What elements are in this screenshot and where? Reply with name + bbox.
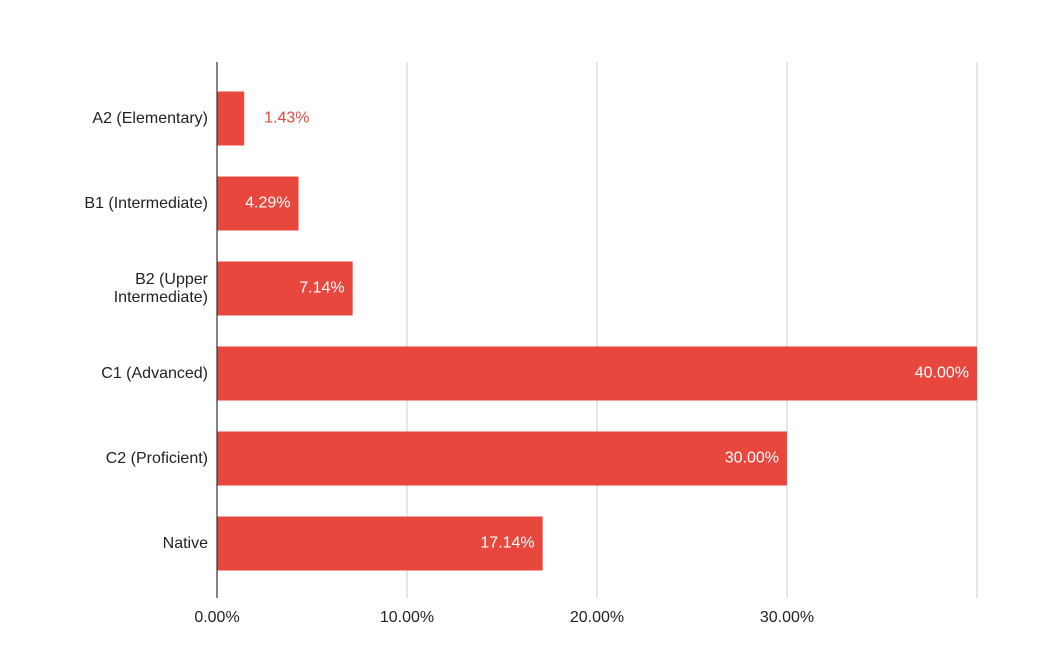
x-tick-label: 0.00% — [194, 609, 239, 626]
data-label: 40.00% — [915, 365, 969, 382]
x-tick-label: 10.00% — [380, 609, 434, 626]
data-label: 17.14% — [480, 535, 534, 552]
y-tick-label: C1 (Advanced) — [101, 364, 208, 382]
data-label: 4.29% — [245, 195, 290, 212]
bar — [217, 346, 977, 401]
data-label: 7.14% — [299, 280, 344, 297]
data-label: 30.00% — [725, 450, 779, 467]
bar — [217, 516, 543, 571]
y-tick-label: B2 (Upper Intermediate) — [113, 270, 208, 306]
bar — [217, 261, 353, 316]
y-tick-label: A2 (Elementary) — [92, 109, 208, 127]
x-tick-label: 20.00% — [570, 609, 624, 626]
y-tick-label: Native — [162, 534, 208, 552]
bar — [217, 91, 245, 146]
bar — [217, 431, 787, 486]
y-tick-label: B1 (Intermediate) — [84, 194, 208, 212]
y-tick-label: C2 (Proficient) — [105, 449, 208, 467]
x-tick-label: 30.00% — [760, 609, 814, 626]
bar — [217, 176, 299, 231]
data-label: 1.43% — [264, 110, 309, 127]
